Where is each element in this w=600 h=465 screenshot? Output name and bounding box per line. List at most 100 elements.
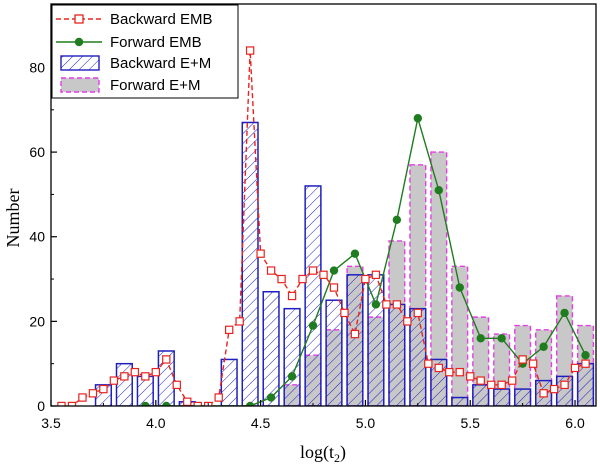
backward-emb-point [109, 376, 119, 385]
forward-emb-point [392, 215, 402, 225]
legend-forward-emb-marker [74, 37, 84, 47]
forward-emb-point [371, 300, 381, 309]
backward-em-bar [472, 384, 490, 406]
forward-emb-point [434, 185, 443, 195]
backward-emb-point [141, 372, 150, 381]
y-tick-label: 60 [29, 144, 45, 160]
forward-emb-point [413, 114, 423, 123]
backward-emb-series [57, 46, 590, 406]
backward-em-bar [367, 274, 385, 406]
backward-emb-point [581, 359, 590, 368]
backward-emb-point [266, 266, 276, 275]
x-tick-label: 5.5 [460, 415, 480, 431]
backward-emb-point [287, 291, 297, 301]
y-tick-label: 20 [29, 313, 45, 329]
y-axis-title: Number [3, 189, 23, 248]
backward-emb-point [340, 308, 349, 318]
backward-em-bar [493, 388, 511, 406]
forward-emb-point [141, 401, 150, 406]
legend-backward-emb-marker [74, 14, 84, 24]
backward-emb-point [88, 389, 98, 398]
backward-emb-point [162, 355, 171, 364]
backward-emb-point [486, 380, 496, 390]
backward-emb-point [434, 363, 443, 373]
backward-emb-point [455, 367, 464, 377]
backward-emb-point [78, 393, 87, 402]
backward-emb-point [130, 367, 140, 377]
backward-emb-point [298, 274, 307, 284]
backward-emb-point [560, 380, 569, 390]
x-axis-title-main: log(t [300, 442, 334, 463]
legend-forward-em-swatch [60, 77, 100, 93]
x-tick-label: 3.5 [41, 415, 61, 431]
legend-backward-em-swatch [60, 55, 100, 71]
backward-emb-point [151, 367, 161, 377]
backward-emb-point [256, 249, 265, 258]
backward-emb-point [466, 372, 475, 381]
backward-emb-point [539, 389, 548, 398]
backward-em-bar [409, 307, 427, 406]
backward-emb-point [319, 270, 328, 280]
backward-emb-point [382, 300, 391, 309]
forward-emb-point [581, 351, 590, 360]
forward-emb-point [329, 266, 339, 275]
forward-emb-series [141, 114, 590, 406]
forward-emb-point [287, 372, 297, 381]
y-tick-label: 80 [29, 59, 45, 75]
backward-emb-point [549, 384, 559, 394]
backward-emb-point [424, 359, 433, 368]
backward-emb-point [476, 376, 485, 385]
backward-em-bar [241, 121, 259, 406]
backward-em-bar [576, 362, 595, 406]
backward-em-bar [136, 375, 154, 406]
backward-emb-point [371, 270, 381, 280]
backward-emb-point [172, 380, 181, 390]
backward-emb-point [507, 376, 517, 385]
forward-emb-point [476, 334, 485, 343]
backward-emb-point [214, 393, 223, 402]
x-axis-title: log(t2) [300, 442, 346, 465]
legend-forward-em-label: Forward E+M [110, 77, 200, 94]
backward-em-bar [115, 362, 133, 406]
forward-emb-point [560, 308, 569, 318]
backward-emb-point [350, 329, 360, 339]
backward-emb-point [308, 266, 318, 275]
backward-em-bar [283, 307, 301, 406]
backward-emb-point [99, 384, 108, 394]
backward-emb-point [183, 397, 192, 406]
y-tick-label: 0 [37, 398, 45, 414]
backward-emb-point [570, 363, 580, 373]
legend-backward-emb-label: Backward EMB [110, 11, 213, 28]
backward-em-bars [94, 121, 595, 406]
legend-forward-emb-label: Forward EMB [110, 34, 202, 51]
forward-emb-point [266, 393, 276, 402]
x-axis-title-close: ) [340, 442, 346, 463]
backward-em-bar [325, 299, 343, 406]
backward-emb-point [361, 274, 370, 284]
y-axis: 0 20 40 60 80 [29, 24, 57, 414]
backward-emb-point [413, 308, 423, 318]
backward-emb-point [528, 359, 538, 368]
forward-emb-point [350, 249, 360, 258]
backward-emb-point [120, 372, 129, 381]
backward-emb-point [224, 325, 234, 335]
forward-emb-point [308, 321, 318, 330]
forward-emb-point [539, 342, 548, 351]
forward-emb-point [497, 334, 506, 343]
forward-emb-point [245, 401, 255, 406]
backward-em-bar [388, 303, 406, 406]
backward-emb-point [245, 46, 255, 55]
x-tick-label: 4.5 [251, 415, 271, 431]
x-tick-label: 4.0 [146, 415, 166, 431]
backward-emb-point [403, 317, 412, 326]
backward-emb-point [392, 300, 402, 309]
plot-frame [50, 3, 597, 407]
x-axis: 3.5 4.0 4.5 5.0 5.5 6.0 [41, 400, 585, 431]
backward-emb-point [235, 317, 244, 326]
backward-emb-point [277, 274, 286, 284]
forward-emb-point [455, 283, 464, 292]
y-tick-label: 40 [29, 229, 45, 245]
x-tick-label: 6.0 [565, 415, 585, 431]
backward-em-bar [262, 290, 280, 406]
